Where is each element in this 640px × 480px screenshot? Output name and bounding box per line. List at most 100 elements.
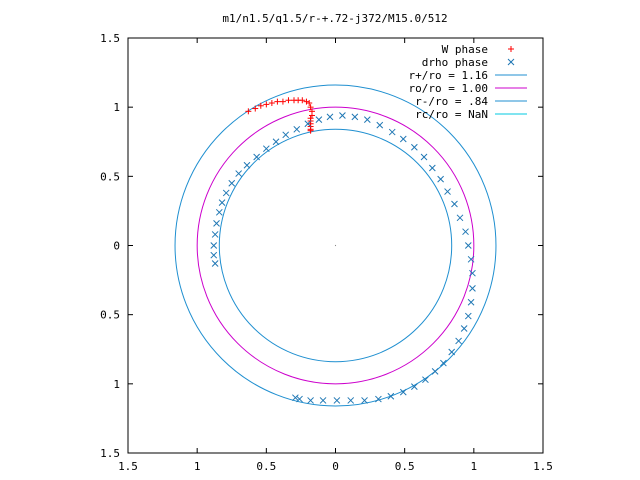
drho-phase-point (296, 395, 303, 403)
reference-circles (174, 84, 497, 407)
drho-phase-point (361, 397, 368, 404)
drho-phase-point (448, 348, 456, 356)
drho-phase-point (210, 251, 218, 259)
legend-marker (508, 46, 514, 52)
legend-label: W phase (442, 43, 488, 56)
drho-phase-point (282, 131, 290, 139)
drho-phase-point (462, 228, 469, 236)
drho-phase-point (326, 113, 334, 121)
drho-phase-point (213, 220, 220, 227)
w-phase-point (279, 98, 286, 105)
drho-phase-point (228, 179, 236, 187)
drho-phase-point (444, 188, 451, 195)
legend-label: r-/ro = .84 (415, 95, 488, 108)
drho-phase-point (469, 269, 476, 277)
y-tick-label: 1 (113, 101, 120, 114)
x-tick-label: 1.5 (118, 460, 138, 473)
drho-phase-point (464, 242, 472, 249)
drho-phase-point (388, 128, 396, 136)
w-phase-point (306, 100, 313, 107)
drho-phase-point (376, 121, 384, 129)
drho-phase-point (319, 397, 327, 404)
drho-phase-point (464, 312, 472, 320)
circle-ro-ro (196, 106, 475, 385)
drho-phase-point (399, 388, 407, 396)
drho-phase-point (399, 135, 407, 143)
drho-phase-point (339, 112, 346, 119)
y-tick-label: 1 (113, 378, 120, 391)
circle-r-ro (218, 128, 453, 363)
drho-phase-point (218, 199, 226, 206)
w-phase-point (274, 98, 281, 105)
drho-phase-point (253, 153, 261, 161)
y-tick-label: 1.5 (100, 32, 120, 45)
circle-r-ro (174, 84, 497, 407)
drho-phase-point (243, 161, 251, 169)
drho-phase-point (469, 285, 476, 292)
x-tick-label: 0 (332, 460, 339, 473)
drho-phase-point (431, 368, 439, 375)
drho-phase-point (437, 175, 444, 183)
drho-phase-point (420, 153, 428, 161)
w-phase-point (285, 97, 292, 104)
y-tick-label: 1.5 (100, 447, 120, 460)
w-phase-point (307, 104, 314, 111)
origin-point (334, 244, 337, 247)
drho-phase-point (363, 116, 371, 123)
drho-phase-point (211, 260, 219, 267)
legend-marker (507, 58, 515, 66)
drho-phase-point (292, 394, 299, 402)
drho-phase-point (455, 337, 462, 345)
drho-phase-point (467, 255, 475, 263)
drho-phase-point (315, 116, 323, 123)
drho-phase-point (215, 208, 223, 216)
w-phase-point (257, 102, 264, 109)
drho-phase-point (347, 397, 355, 404)
drho-phase-point (351, 113, 359, 121)
drho-phase-point (467, 298, 475, 306)
drho-phase-point (428, 164, 436, 172)
legend-label: rc/ro = NaN (415, 108, 488, 121)
w-phase-point (252, 105, 259, 112)
legend-label: drho phase (422, 56, 488, 69)
y-tick-label: 0.5 (100, 170, 120, 183)
x-tick-label: 1 (471, 460, 478, 473)
y-tick-label: 0 (113, 240, 120, 253)
w-phase-point (268, 100, 275, 107)
drho-phase-point (422, 376, 429, 384)
x-tick-label: 1.5 (533, 460, 553, 473)
x-tick-label: 0.5 (395, 460, 415, 473)
y-tick-label: 0.5 (100, 309, 120, 322)
axis-ticks: 1.5 1 0.5 0 0.5 1 1.51.510.500.511.5 (100, 32, 553, 473)
drho-phase-point (304, 120, 312, 128)
drho-phase-point (456, 214, 464, 222)
drho-phase-point (410, 383, 418, 390)
w-phase-point (307, 127, 314, 134)
legend-label: r+/ro = 1.16 (409, 69, 488, 82)
legend-label: ro/ro = 1.00 (409, 82, 488, 95)
drho-phase-point (272, 138, 280, 146)
x-tick-label: 0.5 (256, 460, 276, 473)
w-phase-point (303, 98, 310, 105)
w-phase-point (245, 108, 252, 115)
drho-phase-point (235, 170, 243, 177)
drho-phase-point (410, 143, 418, 151)
drho-phase-point (333, 397, 341, 404)
chart-title: m1/n1.5/q1.5/r-+.72-j372/M15.0/512 (222, 12, 447, 25)
drho-phase-point (293, 125, 301, 133)
drho-phase-point (460, 325, 468, 332)
w-phase-point (299, 97, 306, 104)
drho-phase-point (375, 395, 382, 403)
x-tick-label: 1 (194, 460, 201, 473)
drho-phase-point (211, 231, 219, 238)
w-phase-point (308, 112, 315, 119)
drho-phase-point (210, 242, 218, 249)
drho-phase-point (262, 145, 270, 153)
drho-phase-point (307, 397, 314, 404)
w-phase-point (263, 101, 270, 108)
data-points (210, 97, 476, 404)
drho-phase-point (440, 359, 447, 367)
drho-phase-point (451, 200, 458, 208)
